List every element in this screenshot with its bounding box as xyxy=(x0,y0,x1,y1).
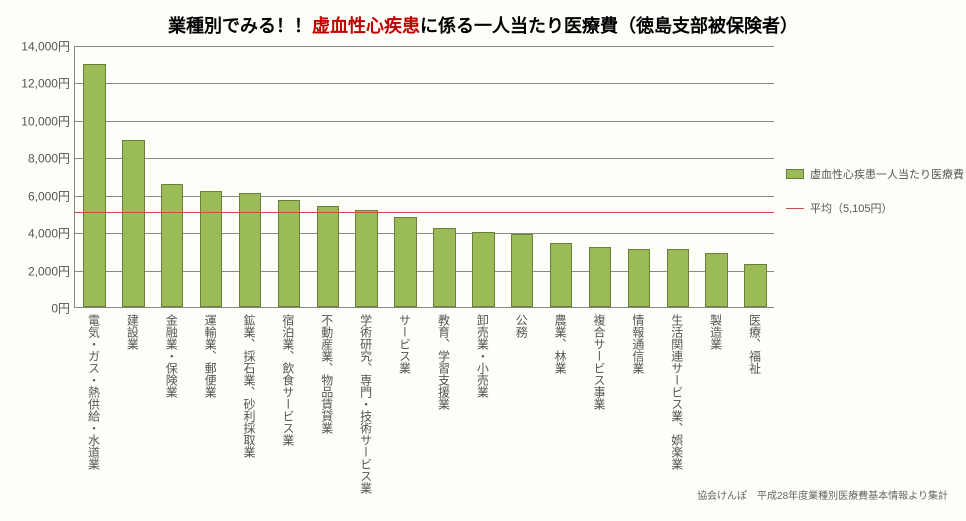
x-tick-label: 不動産業、物品賃貸業 xyxy=(321,314,333,434)
x-tick-label: 複合サービス事業 xyxy=(593,314,605,410)
bar xyxy=(317,206,340,307)
title-pre: 業種別でみる！！ xyxy=(168,16,312,36)
plot-area xyxy=(74,46,774,308)
legend-line-label: 平均（5,105円） xyxy=(810,200,893,216)
y-tick-label: 14,000円 xyxy=(10,38,70,55)
bar xyxy=(550,243,573,307)
x-tick-label: 教育、学習支援業 xyxy=(437,314,449,410)
x-tick-label: サービス業 xyxy=(399,314,411,374)
bar xyxy=(200,191,223,307)
legend-item-bar: 虚血性心疾患一人当たり医療費 xyxy=(786,166,966,182)
x-axis-labels: 電気・ガス・熱供給・水道業 建設業 金融業・保険業 運輸業、郵便業 鉱業、採石業、砂利採… xyxy=(74,314,774,514)
bar xyxy=(667,249,690,307)
x-tick-label: 農業、林業 xyxy=(554,314,566,374)
grid-line xyxy=(75,158,774,159)
bar xyxy=(355,210,378,307)
average-line xyxy=(75,212,774,213)
bar-swatch-icon xyxy=(786,169,804,179)
y-tick-label: 4,000円 xyxy=(10,225,70,242)
y-tick-label: 8,000円 xyxy=(10,150,70,167)
x-tick-label: 運輸業、郵便業 xyxy=(204,314,216,398)
bar xyxy=(161,184,184,308)
x-tick-label: 鉱業、採石業、砂利採取業 xyxy=(243,314,255,458)
x-tick-label: 生活関連サービス業、娯楽業 xyxy=(671,314,683,470)
bar xyxy=(122,140,145,307)
bar xyxy=(472,232,495,307)
x-tick-label: 医療、福祉 xyxy=(749,314,761,374)
chart-area: 電気・ガス・熱供給・水道業 建設業 金融業・保険業 運輸業、郵便業 鉱業、採石業、砂利採… xyxy=(12,46,954,506)
bar xyxy=(705,253,728,307)
bar xyxy=(239,193,262,307)
x-tick-label: 建設業 xyxy=(126,314,138,350)
bar xyxy=(744,264,767,307)
bar xyxy=(589,247,612,307)
y-tick-label: 0円 xyxy=(10,300,70,317)
legend-bar-label: 虚血性心疾患一人当たり医療費 xyxy=(810,166,964,182)
x-tick-label: 情報通信業 xyxy=(632,314,644,374)
x-tick-label: 卸売業・小売業 xyxy=(476,314,488,398)
x-tick-label: 公務 xyxy=(515,314,527,338)
legend-item-line: 平均（5,105円） xyxy=(786,200,966,216)
grid-line xyxy=(75,121,774,122)
chart-title: 業種別でみる！！虚血性心疾患に係る一人当たり医療費（徳島支部被保険者） xyxy=(0,0,966,38)
bar xyxy=(433,228,456,307)
title-post: に係る一人当たり医療費（徳島支部被保険者） xyxy=(420,16,798,36)
line-swatch-icon xyxy=(786,208,804,209)
bar xyxy=(394,217,417,307)
x-tick-label: 学術研究、専門・技術サービス業 xyxy=(360,314,372,494)
y-tick-label: 10,000円 xyxy=(10,112,70,129)
grid-line xyxy=(75,83,774,84)
footer-source: 協会けんぽ 平成28年度業種別医療費基本情報より集計 xyxy=(697,487,948,502)
y-tick-label: 12,000円 xyxy=(10,75,70,92)
x-tick-label: 金融業・保険業 xyxy=(165,314,177,398)
bar xyxy=(511,234,534,307)
title-highlight: 虚血性心疾患 xyxy=(312,16,420,36)
bar xyxy=(83,64,106,307)
legend: 虚血性心疾患一人当たり医療費 平均（5,105円） xyxy=(786,166,966,234)
grid-line xyxy=(75,46,774,47)
x-tick-label: 宿泊業、飲食サービス業 xyxy=(282,314,294,446)
x-tick-label: 電気・ガス・熱供給・水道業 xyxy=(87,314,99,470)
bar xyxy=(628,249,651,307)
x-tick-label: 製造業 xyxy=(710,314,722,350)
y-tick-label: 6,000円 xyxy=(10,187,70,204)
y-tick-label: 2,000円 xyxy=(10,262,70,279)
bar xyxy=(278,200,301,307)
